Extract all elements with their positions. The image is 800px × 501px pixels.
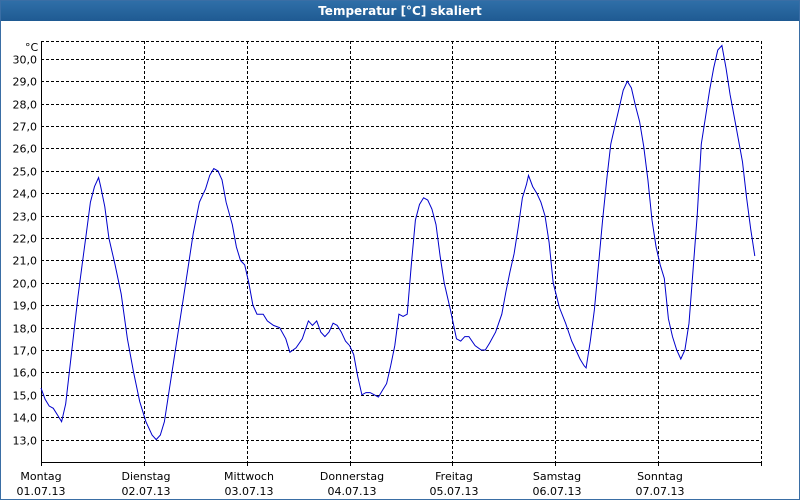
y-tick-label: 22,0 [13, 233, 38, 246]
y-tick-label: 30,0 [13, 54, 38, 67]
data-series [40, 44, 756, 441]
window-title: Temperatur [°C] skaliert [1, 1, 799, 21]
x-tick-label-day: Montag [20, 470, 61, 483]
y-tick-label: 27,0 [13, 121, 38, 134]
x-tick-label-date: 06.07.13 [533, 485, 582, 498]
x-tick-label-date: 03.07.13 [225, 485, 274, 498]
x-tick-label-day: Samstag [533, 470, 581, 483]
x-tick-label-date: 01.07.13 [17, 485, 66, 498]
temperature-line [40, 44, 756, 441]
x-tick-label-day: Dienstag [121, 470, 170, 483]
x-tick-label-date: 07.07.13 [636, 485, 685, 498]
x-tick-label-date: 02.07.13 [122, 485, 171, 498]
x-tick-label-day: Freitag [435, 470, 473, 483]
x-tick-label-day: Mittwoch [224, 470, 274, 483]
x-tick-label-date: 04.07.13 [328, 485, 377, 498]
y-tick-label: 14,0 [13, 412, 38, 425]
y-tick-label: 29,0 [13, 76, 38, 89]
y-tick-label: 26,0 [13, 143, 38, 156]
x-tick-label-day: Donnerstag [320, 470, 384, 483]
y-tick-label: 15,0 [13, 390, 38, 403]
y-tick-label: 21,0 [13, 255, 38, 268]
y-tick-label: 13,0 [13, 435, 38, 448]
y-tick-label: 24,0 [13, 188, 38, 201]
y-tick-labels: 13,0 14,0 15,0 16,0 17,0 18,0 19,0 20,0 21,0 22,0… [13, 54, 38, 448]
x-tick-label-date: 05.07.13 [430, 485, 479, 498]
axes [41, 41, 762, 466]
y-tick-label: 18,0 [13, 323, 38, 336]
y-tick-label: 23,0 [13, 211, 38, 224]
y-tick-label: 28,0 [13, 99, 38, 112]
grid [41, 41, 762, 462]
x-tick-label-day: Sonntag [637, 470, 683, 483]
y-tick-label: 16,0 [13, 367, 38, 380]
y-tick-label: 20,0 [13, 278, 38, 291]
y-tick-label: 25,0 [13, 166, 38, 179]
y-tick-label: 19,0 [13, 300, 38, 313]
x-tick-labels: Montag 01.07.13 Dienstag 02.07.13 Mittwoch 03… [17, 470, 685, 498]
y-axis-unit: °C [25, 41, 39, 54]
y-tick-label: 17,0 [13, 345, 38, 358]
